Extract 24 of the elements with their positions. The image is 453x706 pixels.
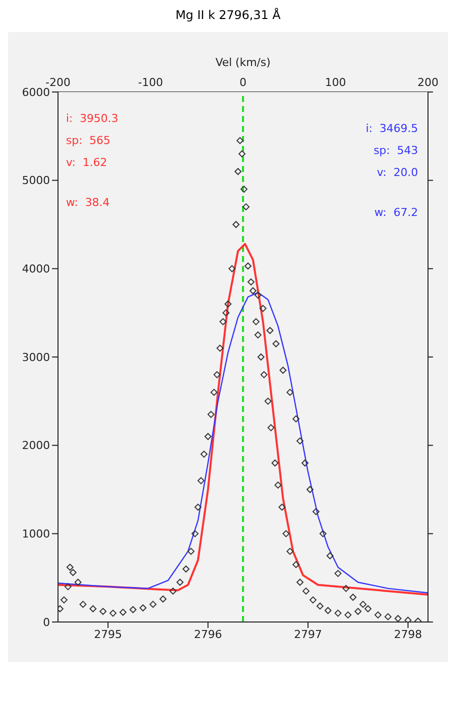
annotation: sp: 565 [66, 134, 110, 147]
x-tick-label: 2795 [94, 628, 122, 641]
y-tick-label: 5000 [22, 174, 50, 188]
x2-axis-title: Vel (km/s) [215, 56, 271, 69]
y-tick-label: 0 [43, 616, 50, 629]
y-tick-label: 4000 [22, 262, 50, 276]
annotation: v: 20.0 [376, 166, 418, 179]
x2-tick-label: -100 [138, 76, 163, 89]
x2-tick-label: 200 [418, 76, 438, 89]
chart-title: Mg II k 2796,31 Å [174, 8, 282, 24]
annotation: w: 67.2 [374, 206, 418, 219]
annotation: i: 3469.5 [366, 122, 418, 135]
x2-tick-label: 100 [325, 76, 346, 89]
y-tick-label: 2000 [22, 439, 50, 452]
x2-tick-label: 0 [240, 76, 246, 89]
annotation: i: 3950.3 [66, 112, 118, 125]
x-tick-label: 2798 [394, 628, 422, 641]
x-tick-label: 2797 [294, 628, 322, 641]
y-tick-label: 3000 [22, 350, 50, 364]
annotation: w: 38.4 [66, 196, 110, 209]
y-tick-label: 1000 [22, 528, 50, 541]
x-tick-label: 2796 [194, 628, 222, 641]
annotation: v: 1.62 [66, 156, 108, 169]
annotation: sp: 543 [374, 144, 418, 157]
